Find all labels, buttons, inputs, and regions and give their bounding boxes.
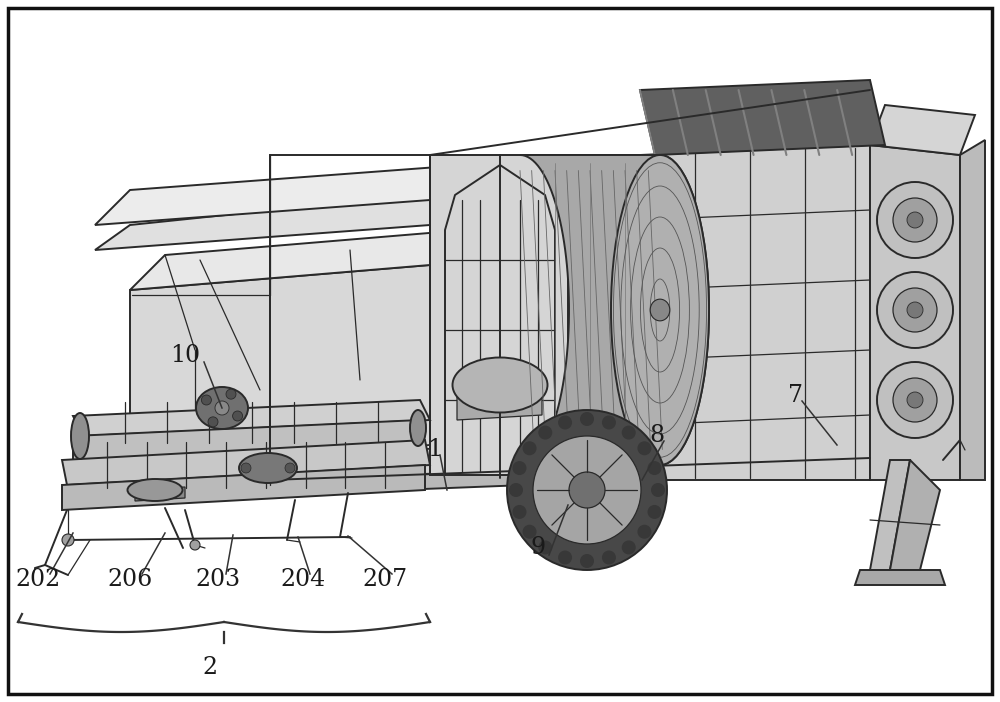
Circle shape xyxy=(533,436,641,544)
Ellipse shape xyxy=(611,155,709,465)
Circle shape xyxy=(877,182,953,258)
Circle shape xyxy=(285,463,295,473)
Circle shape xyxy=(637,524,651,538)
Text: 7: 7 xyxy=(788,383,802,406)
Circle shape xyxy=(907,392,923,408)
Ellipse shape xyxy=(196,387,248,429)
Polygon shape xyxy=(520,155,709,465)
Circle shape xyxy=(648,505,662,519)
Polygon shape xyxy=(270,430,940,480)
Ellipse shape xyxy=(128,479,182,501)
Circle shape xyxy=(651,483,665,497)
Polygon shape xyxy=(457,380,542,420)
Circle shape xyxy=(622,425,636,439)
Polygon shape xyxy=(130,230,465,290)
Circle shape xyxy=(215,401,229,415)
Circle shape xyxy=(558,416,572,430)
Polygon shape xyxy=(640,80,885,155)
Polygon shape xyxy=(870,105,975,155)
Circle shape xyxy=(580,412,594,426)
Text: 2: 2 xyxy=(202,656,218,680)
Polygon shape xyxy=(270,455,910,495)
Polygon shape xyxy=(62,465,425,510)
Circle shape xyxy=(538,541,552,555)
Circle shape xyxy=(507,410,667,570)
Polygon shape xyxy=(430,230,465,445)
Polygon shape xyxy=(890,460,940,570)
Text: 202: 202 xyxy=(15,569,61,592)
Circle shape xyxy=(877,272,953,348)
Polygon shape xyxy=(130,265,430,470)
Circle shape xyxy=(523,442,537,456)
Polygon shape xyxy=(95,165,465,225)
Circle shape xyxy=(648,461,662,475)
Polygon shape xyxy=(73,420,420,461)
Circle shape xyxy=(877,362,953,438)
Circle shape xyxy=(241,463,251,473)
Circle shape xyxy=(233,411,243,421)
Circle shape xyxy=(538,425,552,439)
Polygon shape xyxy=(870,460,910,570)
Circle shape xyxy=(637,442,651,456)
Text: 10: 10 xyxy=(170,343,200,366)
Polygon shape xyxy=(135,487,185,501)
Circle shape xyxy=(893,288,937,332)
Ellipse shape xyxy=(239,453,297,483)
Text: 203: 203 xyxy=(195,569,241,592)
Circle shape xyxy=(201,395,211,405)
Circle shape xyxy=(907,212,923,228)
Circle shape xyxy=(622,541,636,555)
Text: 8: 8 xyxy=(649,423,665,446)
Ellipse shape xyxy=(410,410,426,446)
Circle shape xyxy=(190,540,200,550)
Circle shape xyxy=(512,461,526,475)
Circle shape xyxy=(907,302,923,318)
Text: 9: 9 xyxy=(530,536,546,559)
Ellipse shape xyxy=(650,299,670,321)
Ellipse shape xyxy=(71,413,89,459)
Polygon shape xyxy=(960,140,985,480)
Circle shape xyxy=(602,550,616,564)
Polygon shape xyxy=(95,190,465,250)
Polygon shape xyxy=(62,440,430,485)
Circle shape xyxy=(893,198,937,242)
Circle shape xyxy=(558,550,572,564)
Circle shape xyxy=(509,483,523,497)
Circle shape xyxy=(580,554,594,568)
Circle shape xyxy=(893,378,937,422)
Polygon shape xyxy=(430,155,570,475)
Circle shape xyxy=(523,524,537,538)
Polygon shape xyxy=(855,570,945,585)
Text: 1: 1 xyxy=(427,439,443,461)
Circle shape xyxy=(602,416,616,430)
Circle shape xyxy=(512,505,526,519)
Circle shape xyxy=(208,417,218,427)
Polygon shape xyxy=(270,455,300,495)
Text: 204: 204 xyxy=(280,569,326,592)
Text: 206: 206 xyxy=(107,569,153,592)
Circle shape xyxy=(226,389,236,399)
Circle shape xyxy=(569,472,605,508)
Polygon shape xyxy=(640,145,870,480)
Polygon shape xyxy=(568,155,640,475)
Ellipse shape xyxy=(452,357,548,413)
Polygon shape xyxy=(73,400,430,436)
Polygon shape xyxy=(870,145,960,480)
Text: 207: 207 xyxy=(362,569,408,592)
Circle shape xyxy=(62,534,74,546)
